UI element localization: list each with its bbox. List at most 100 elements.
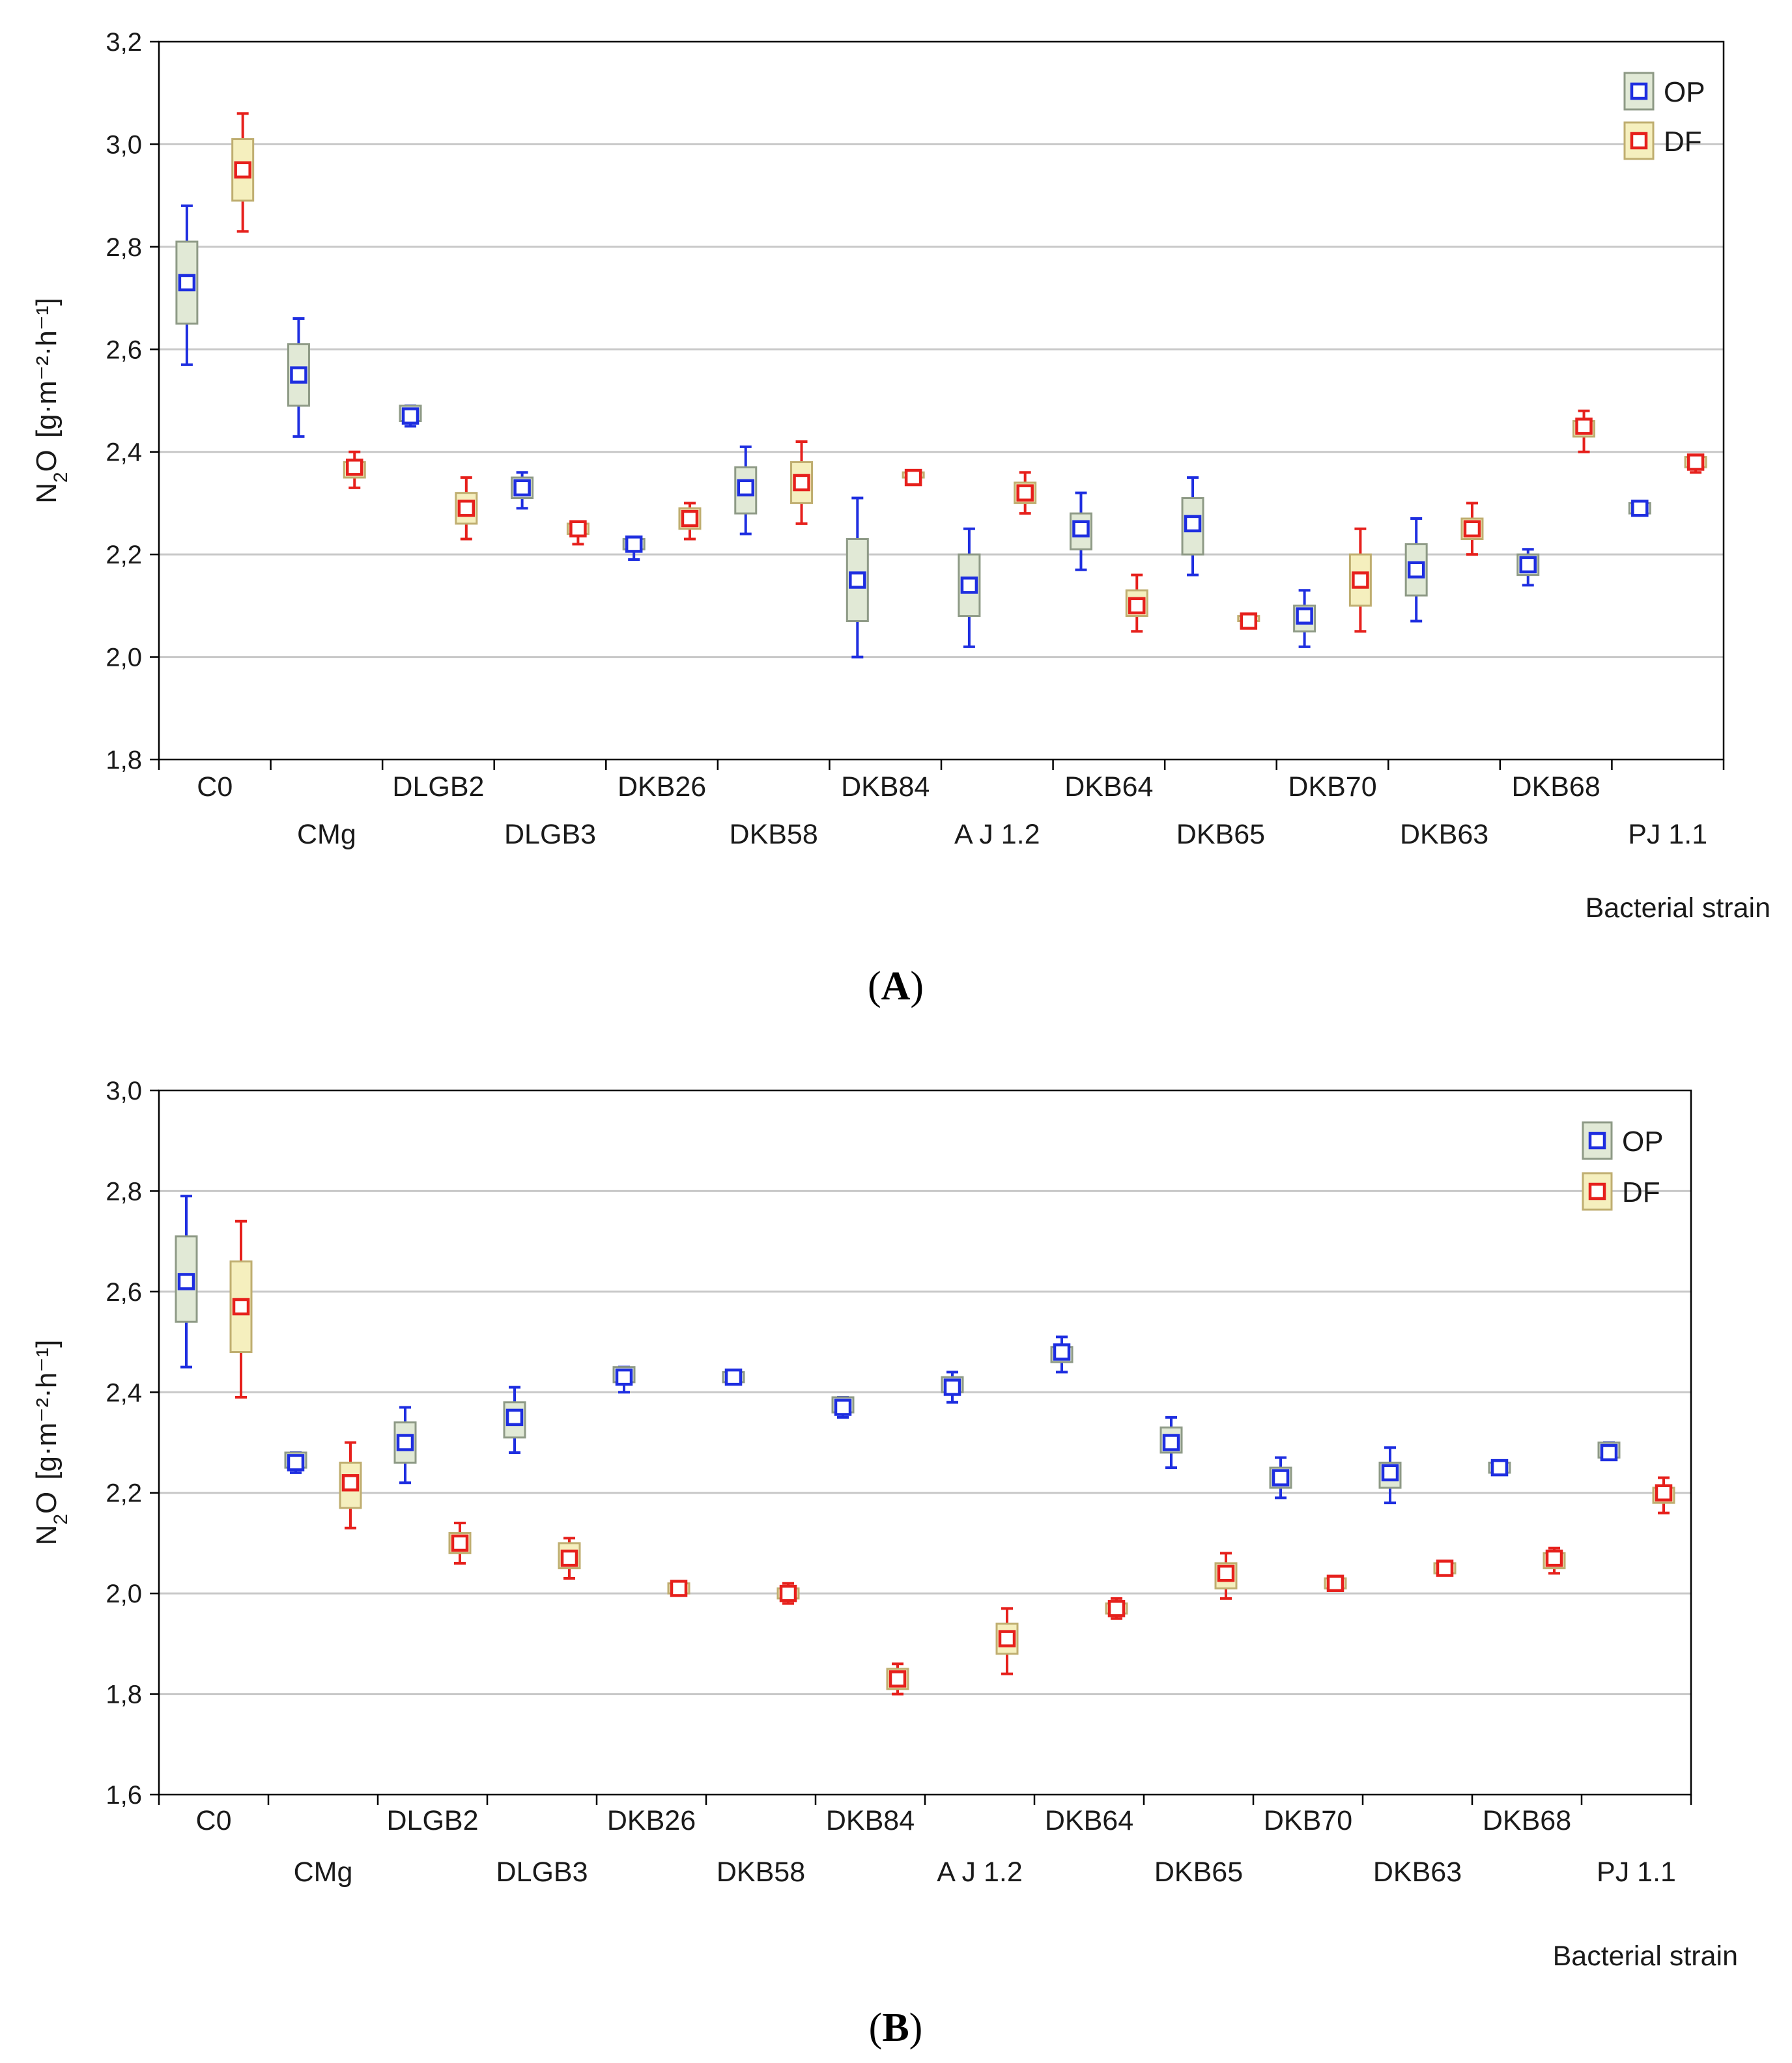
- panel-b-df-box-9: [1214, 1552, 1238, 1600]
- panel-a-df-box-5: [790, 440, 814, 525]
- panel-b-legend-item-df: DF: [1582, 1172, 1660, 1211]
- panel-a-x-tick-label: DKB84: [841, 771, 930, 803]
- panel-b-op-mean-marker: [943, 1378, 961, 1396]
- panel-a-df-box-2: [455, 476, 478, 541]
- panel-a-df-box-7: [1014, 471, 1037, 515]
- chart-panel-a: 1,8 2,0 2,2 2,4 2,6 2,8 3,0 3,2 C0 CMg DLGB2 DLGB3 D…: [31, 28, 1771, 1008]
- panel-a-legend-item-df: DF: [1623, 121, 1702, 160]
- panel-b-df-mean-marker: [232, 1298, 250, 1316]
- panel-a-df-mean-marker: [793, 474, 810, 492]
- panel-b-df-mean-marker: [341, 1474, 360, 1492]
- panel-b-y-tick-label: 2,2: [106, 1479, 142, 1508]
- panel-b-op-box-3: [503, 1386, 526, 1454]
- panel-b-y-label-o: O: [31, 1492, 63, 1514]
- panel-b-x-tick-label: DKB26: [607, 1805, 696, 1836]
- panel-a-df-mean-marker: [1686, 453, 1705, 471]
- panel-b-gridlines: [159, 1189, 1691, 1696]
- panel-a-x-tick-label: DKB63: [1400, 819, 1488, 850]
- panel-a-op-box-0: [175, 204, 199, 366]
- panel-b-x-tick-label: PJ 1.1: [1597, 1857, 1676, 1888]
- panel-b-x-tick-label: DKB58: [717, 1857, 805, 1888]
- panel-a-op-mean-marker: [960, 576, 978, 594]
- panel-b-x-tick-label: DKB65: [1154, 1857, 1243, 1888]
- panel-b-legend-swatch-df: [1582, 1172, 1613, 1211]
- panel-a-df-box-11: [1460, 502, 1484, 556]
- panel-a-panel-label: (A): [868, 964, 924, 1008]
- panel-b-op-mean-marker: [177, 1273, 195, 1290]
- panel-a-op-mean-marker: [290, 366, 307, 384]
- panel-b-op-box-1: [284, 1451, 307, 1474]
- panel-b-df-mean-marker: [1436, 1559, 1454, 1577]
- panel-b-op-box-13: [1597, 1441, 1621, 1462]
- panel-a-x-tick-label: CMg: [297, 819, 356, 850]
- panel-a-x-tick-label: DKB70: [1288, 771, 1376, 803]
- panel-b-y-label-n: N: [31, 1525, 63, 1546]
- panel-a-panel-paren-close: ): [910, 964, 924, 1008]
- panel-a-y-label-unit: [g·m⁻²·h⁻¹]: [31, 298, 63, 438]
- panel-a-x-tick-label: DKB26: [618, 771, 706, 803]
- panel-a-op-mean-marker: [1296, 607, 1313, 625]
- panel-b-y-tick-label: 2,8: [106, 1177, 142, 1206]
- panel-a-legend-swatch-op: [1623, 72, 1655, 111]
- panel-b-df-mean-marker: [451, 1534, 469, 1552]
- panel-b-op-mean-marker: [1490, 1458, 1509, 1477]
- panel-a-df-mean-marker: [1575, 418, 1593, 435]
- panel-b-op-mean-marker: [505, 1408, 524, 1427]
- panel-a-df-mean-marker: [346, 459, 363, 476]
- panel-a-op-mean-marker: [737, 479, 754, 497]
- panel-b-x-tick-label: A J 1.2: [937, 1857, 1022, 1888]
- panel-a-df-mean-marker: [1352, 571, 1369, 589]
- panel-a-x-tick-label: DKB58: [730, 819, 818, 850]
- panel-a-x-tick-label: DKB68: [1512, 771, 1600, 803]
- panel-b-legend: OP DF: [1582, 1121, 1664, 1211]
- panel-b-df-box-6: [886, 1662, 909, 1696]
- panel-a-y-axis-label: N2O [g·m⁻²·h⁻¹]: [31, 298, 72, 504]
- panel-b-x-tick-label: C0: [196, 1805, 232, 1836]
- panel-b-op-mean-marker: [1272, 1469, 1290, 1487]
- panel-a-x-tick-label: DLGB2: [392, 771, 484, 803]
- panel-a-op-mean-marker: [1519, 556, 1537, 574]
- panel-a-df-box-13: [1684, 453, 1707, 474]
- panel-b-op-mean-marker: [724, 1368, 743, 1386]
- panel-b-op-mean-marker: [287, 1454, 305, 1472]
- panel-b-plot-frame: [158, 1089, 1692, 1796]
- panel-a-op-box-2: [399, 404, 422, 428]
- panel-a-gridlines: [159, 143, 1724, 659]
- panel-a-legend-item-op: OP: [1623, 72, 1705, 111]
- panel-a-op-box-10: [1293, 589, 1316, 648]
- panel-b-df-box-11: [1433, 1559, 1457, 1577]
- panel-b-x-tick-label: DKB64: [1045, 1805, 1133, 1836]
- panel-a-y-tick-label: 2,2: [106, 541, 142, 569]
- panel-b-op-mean-marker: [1053, 1343, 1071, 1361]
- panel-b-x-axis-label: Bacterial strain: [1553, 1941, 1738, 1972]
- panel-a-y-tick-label: 2,4: [106, 438, 142, 467]
- panel-a-op-box-11: [1404, 517, 1428, 623]
- panel-a-op-mean-marker: [1407, 561, 1425, 579]
- panel-b-op-box-6: [831, 1396, 855, 1419]
- panel-a-df-mean-marker: [234, 161, 251, 179]
- panel-a-x-tick-label: DKB64: [1064, 771, 1153, 803]
- panel-b-op-box-2: [393, 1406, 417, 1485]
- panel-a-y-tick-label: 2,0: [106, 644, 142, 672]
- panel-b-x-tick-label: DKB70: [1264, 1805, 1352, 1836]
- panel-b-op-box-4: [612, 1365, 636, 1394]
- panel-a-x-tick-label: DLGB3: [504, 819, 596, 850]
- panel-b-op-box-12: [1488, 1458, 1511, 1477]
- panel-b-legend-marker-op: [1588, 1131, 1606, 1150]
- panel-b-df-box-0: [229, 1219, 253, 1399]
- panel-a-df-mean-marker: [904, 468, 922, 487]
- panel-a-df-box-12: [1572, 409, 1596, 453]
- panel-a-op-mean-marker: [1631, 500, 1649, 517]
- panel-a-df-box-0: [231, 112, 255, 233]
- panel-b-op-mean-marker: [1162, 1434, 1180, 1451]
- panel-b-panel-label: (B): [869, 2006, 923, 2050]
- panel-b-df-box-12: [1543, 1546, 1566, 1575]
- panel-b-df-mean-marker: [670, 1580, 688, 1597]
- panel-a-legend-label-df: DF: [1664, 126, 1702, 158]
- panel-a-df-box-6: [902, 468, 925, 487]
- panel-b-df-box-5: [776, 1582, 800, 1605]
- panel-b-df-mean-marker: [779, 1584, 797, 1602]
- panel-b-op-box-11: [1378, 1446, 1402, 1505]
- panel-b-df-mean-marker: [1655, 1484, 1673, 1501]
- panel-b-panel-paren-open: (: [869, 2006, 883, 2050]
